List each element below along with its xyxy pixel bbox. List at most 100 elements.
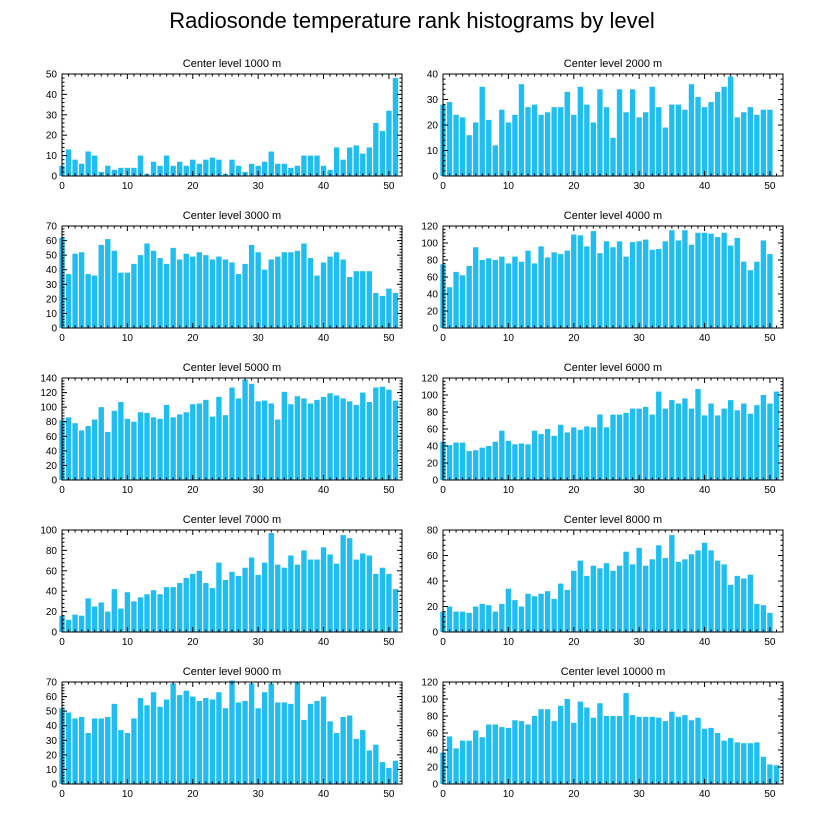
y-tick-label: 80 <box>46 417 58 428</box>
histogram-bar <box>525 107 531 176</box>
histogram-bar <box>301 550 307 632</box>
x-tick-label: 40 <box>699 485 711 496</box>
histogram-bar <box>340 535 346 632</box>
histogram-bar <box>512 444 518 480</box>
histogram-bar <box>623 112 629 176</box>
histogram-bar <box>610 570 616 632</box>
histogram-bar <box>314 559 320 632</box>
histogram-bar <box>584 707 590 784</box>
histogram-bar <box>320 165 327 176</box>
histogram-bar <box>597 414 603 480</box>
histogram-bar <box>577 235 583 328</box>
histogram-bar <box>209 588 216 632</box>
histogram-bar <box>629 89 636 176</box>
histogram-bar <box>459 442 466 480</box>
histogram-bar <box>656 391 662 480</box>
histogram-bar <box>65 712 72 784</box>
histogram-bar <box>662 241 668 328</box>
histogram-bar <box>767 109 773 176</box>
histogram-bar <box>366 555 372 632</box>
histogram-bar <box>453 114 459 176</box>
histogram-bar <box>235 274 242 328</box>
histogram-bar <box>85 274 91 328</box>
histogram-bar <box>669 711 675 784</box>
histogram-bar <box>643 239 649 328</box>
panel-title: Center level 3000 m <box>183 210 281 222</box>
histogram-bar <box>294 396 301 480</box>
histogram-bar <box>386 767 392 784</box>
histogram-bar <box>281 567 287 632</box>
y-tick-label: 40 <box>427 70 439 81</box>
histogram-bar <box>216 159 222 176</box>
histogram-bar <box>301 243 307 328</box>
x-tick-label: 0 <box>59 333 65 344</box>
histogram-bar <box>144 705 150 784</box>
histogram-bar <box>649 414 655 480</box>
histogram-bar <box>459 117 466 176</box>
x-tick-label: 0 <box>440 333 446 344</box>
histogram-bar <box>492 611 498 632</box>
histogram-bar <box>327 721 333 784</box>
histogram-bar <box>662 558 668 632</box>
histogram-bar <box>558 254 564 328</box>
histogram-bar <box>649 249 655 328</box>
y-tick-label: 60 <box>46 432 58 443</box>
histogram-bar <box>157 165 163 176</box>
panel-title: Center level 4000 m <box>564 210 662 222</box>
histogram-bar <box>754 114 760 176</box>
histogram-bar <box>571 570 577 632</box>
histogram-bar <box>564 250 570 328</box>
histogram-bar <box>392 589 399 632</box>
x-tick-label: 30 <box>634 181 646 192</box>
histogram-bar <box>708 233 714 328</box>
y-tick-label: 50 <box>46 707 58 718</box>
histogram-bar <box>767 403 773 480</box>
histogram-bar <box>190 256 196 328</box>
x-tick-label: 10 <box>122 637 134 648</box>
histogram-bar <box>616 565 623 632</box>
histogram-bar <box>446 736 453 784</box>
histogram-bar <box>492 260 498 328</box>
panel-title: Center level 7000 m <box>183 514 281 526</box>
histogram-bar <box>669 104 675 176</box>
histogram-bar <box>721 232 727 328</box>
histogram-bar <box>340 398 346 480</box>
histogram-bar <box>610 414 616 480</box>
histogram-bar <box>333 252 340 328</box>
histogram-bar <box>473 730 479 784</box>
histogram-bar <box>682 715 688 784</box>
y-tick-label: 10 <box>46 309 58 320</box>
histogram-bar <box>131 718 137 784</box>
y-tick-label: 100 <box>421 695 438 706</box>
histogram-bar <box>92 275 98 328</box>
x-tick-label: 30 <box>634 789 646 800</box>
histogram-bar <box>682 230 688 328</box>
x-tick-label: 10 <box>503 333 515 344</box>
histogram-bar <box>754 261 760 328</box>
histogram-bar <box>366 271 372 328</box>
histogram-bar <box>183 577 189 632</box>
y-tick-label: 0 <box>432 628 438 639</box>
histogram-bar <box>327 169 333 176</box>
histogram-bar <box>196 570 202 632</box>
histogram-bar <box>72 253 78 328</box>
histogram-bar <box>353 559 359 632</box>
y-tick-label: 0 <box>51 172 57 183</box>
histogram-bar <box>183 253 189 328</box>
histogram-bar <box>610 716 616 784</box>
x-tick-label: 40 <box>699 789 711 800</box>
histogram-bar <box>486 446 492 480</box>
histogram-bar <box>196 403 202 480</box>
histogram-bar <box>118 608 124 632</box>
histogram-bar <box>105 165 111 176</box>
histogram-bar <box>564 699 570 784</box>
histogram-bar <box>518 84 525 176</box>
histogram-bar <box>301 719 307 784</box>
histogram-bar <box>714 733 721 784</box>
histogram-bar <box>150 417 157 480</box>
histogram-bar <box>386 288 392 328</box>
histogram-bar <box>675 561 682 632</box>
y-tick-label: 0 <box>51 476 57 487</box>
histogram-bar <box>242 263 248 328</box>
histogram-bar <box>708 727 714 784</box>
